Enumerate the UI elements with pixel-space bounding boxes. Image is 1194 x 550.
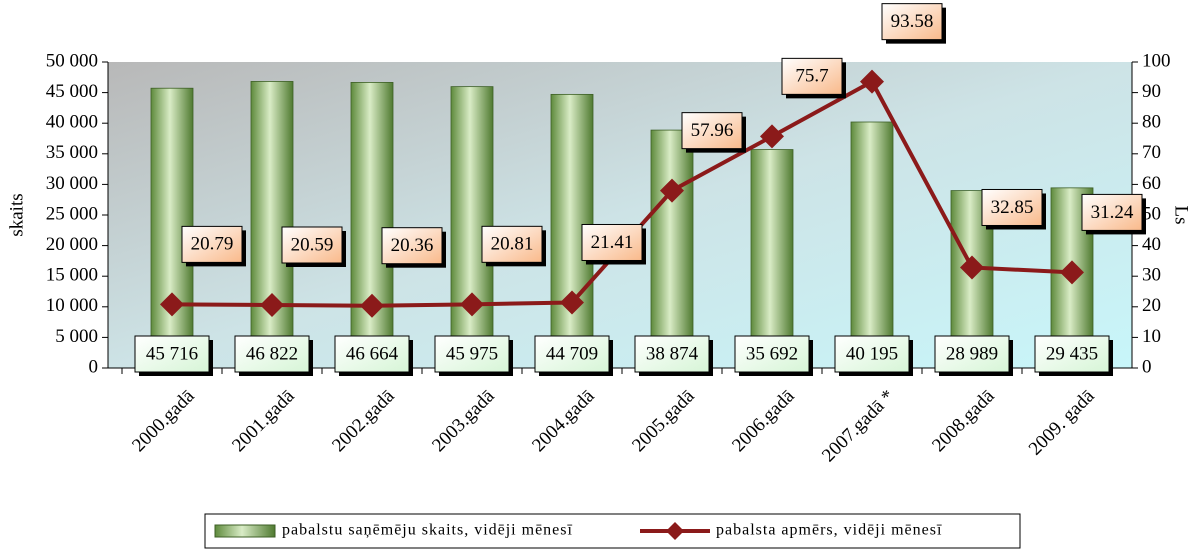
data-label: 20.79	[191, 234, 234, 255]
x-tick-label: 2004.gadā	[528, 385, 599, 456]
y2-tick-label: 10	[1142, 326, 1161, 347]
data-label: 20.36	[391, 235, 434, 256]
label-box	[381, 227, 443, 265]
label-box	[334, 335, 410, 373]
x-tick-label: 2001.gadā	[228, 385, 299, 456]
y-tick-label: 45 000	[46, 81, 98, 102]
y-axis-title: skaits	[6, 193, 27, 236]
label-box	[434, 335, 510, 373]
label-box	[781, 57, 843, 95]
y2-tick-label: 30	[1142, 265, 1161, 286]
label-box	[534, 335, 610, 373]
x-tick-label: 2002.gadā	[328, 385, 399, 456]
data-label: 40 195	[846, 343, 898, 364]
label-box	[1081, 193, 1143, 231]
y-tick-label: 35 000	[46, 142, 98, 163]
label-box	[134, 335, 210, 373]
bar	[350, 82, 394, 369]
data-label: 75.7	[795, 66, 828, 87]
y2-tick-label: 50	[1142, 203, 1161, 224]
y2-tick-label: 100	[1142, 50, 1171, 71]
y2-tick-label: 60	[1142, 173, 1161, 194]
y2-tick-label: 20	[1142, 295, 1161, 316]
line-marker	[1060, 260, 1084, 285]
label-box	[181, 225, 243, 263]
label-box	[734, 335, 810, 373]
bar	[750, 149, 794, 369]
line-marker	[460, 292, 484, 317]
bar	[850, 121, 894, 369]
x-tick-label: 2000.gadā	[128, 385, 199, 456]
y2-tick-label: 70	[1142, 142, 1161, 163]
label-box	[634, 335, 710, 373]
y-tick-label: 25 000	[46, 203, 98, 224]
data-label: 32.85	[991, 197, 1034, 218]
label-box	[481, 225, 543, 263]
data-label: 45 716	[146, 343, 198, 364]
y-tick-label: 30 000	[46, 173, 98, 194]
data-label: 35 692	[746, 343, 798, 364]
label-box	[581, 223, 643, 261]
legend-swatch	[214, 524, 276, 538]
x-tick-label: 2005.gadā	[628, 385, 699, 456]
line-marker	[260, 292, 284, 317]
data-label: 20.81	[491, 234, 534, 255]
legend-marker	[666, 522, 684, 540]
x-tick-label: 2006.gadā	[728, 385, 799, 456]
line-marker	[760, 124, 784, 149]
x-tick-label: 2003.gadā	[428, 385, 499, 456]
label-box	[981, 188, 1043, 226]
bar	[250, 81, 294, 369]
data-label: 46 822	[246, 343, 298, 364]
line-marker	[860, 69, 884, 94]
y2-tick-label: 40	[1142, 234, 1161, 255]
data-label: 45 975	[446, 343, 498, 364]
data-label: 44 709	[546, 343, 598, 364]
label-box	[1034, 335, 1110, 373]
x-tick-label: 2008.gadā	[928, 385, 999, 456]
label-box	[234, 335, 310, 373]
label-box	[881, 3, 943, 41]
label-box	[681, 112, 743, 150]
y-tick-label: 10 000	[46, 295, 98, 316]
data-label: 21.41	[591, 232, 634, 253]
legend-label: pabalstu saņēmēju skaits, vidēji mēnesī	[282, 522, 573, 539]
x-tick-label: 2007.gadā *	[818, 386, 899, 467]
data-label: 57.96	[691, 120, 734, 141]
y-tick-label: 5 000	[55, 326, 98, 347]
data-label: 46 664	[346, 343, 399, 364]
y-tick-label: 50 000	[46, 50, 98, 71]
line-marker	[960, 255, 984, 280]
y-tick-label: 15 000	[46, 265, 98, 286]
legend-label: pabalsta apmērs, vidēji mēnesī	[716, 522, 942, 539]
y-tick-label: 0	[89, 356, 99, 377]
data-label: 38 874	[646, 343, 699, 364]
label-box	[834, 335, 910, 373]
y-tick-label: 40 000	[46, 112, 98, 133]
data-label: 29 435	[1046, 343, 1098, 364]
line-marker	[660, 178, 684, 203]
legend	[204, 513, 1021, 549]
x-tick-label: 2009. gadā	[1025, 385, 1099, 459]
line-marker	[560, 290, 584, 315]
y2-tick-label: 0	[1142, 356, 1152, 377]
line-marker	[160, 292, 184, 317]
line-marker	[360, 293, 384, 318]
bar	[650, 129, 694, 369]
y2-axis-title: Ls	[1171, 206, 1192, 225]
y-tick-label: 20 000	[46, 234, 98, 255]
y2-tick-label: 80	[1142, 112, 1161, 133]
data-label: 31.24	[1091, 202, 1134, 223]
data-label: 20.59	[291, 234, 334, 255]
label-box	[934, 335, 1010, 373]
label-box	[281, 226, 343, 264]
data-label: 93.58	[891, 11, 934, 32]
data-label: 28 989	[946, 343, 998, 364]
y2-tick-label: 90	[1142, 81, 1161, 102]
